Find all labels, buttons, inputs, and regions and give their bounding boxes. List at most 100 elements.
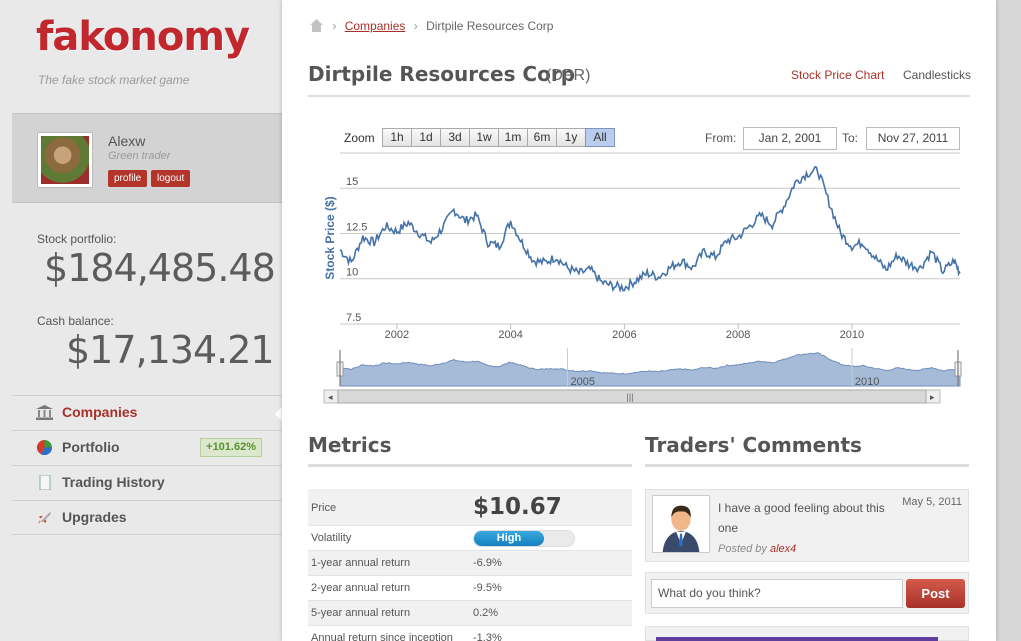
divider: [308, 464, 632, 467]
logout-button[interactable]: logout: [151, 170, 191, 187]
scroll-left-icon: ◂: [328, 392, 333, 402]
comment-date: May 5, 2011: [902, 496, 962, 508]
metric-label: Volatility: [311, 532, 352, 544]
comment-author-link[interactable]: alex4: [769, 543, 797, 555]
x-tick-label: 2002: [385, 329, 409, 341]
main-panel: › Companies › Dirtpile Resources Corp Di…: [282, 0, 996, 641]
zoom-3d-button[interactable]: 3d: [440, 128, 470, 147]
metric-label: 1-year annual return: [311, 557, 411, 569]
pie-chart-icon: [36, 440, 53, 455]
comment-text: I have a good feeling about this one: [718, 501, 885, 535]
cash-balance-value: $17,134.21: [66, 328, 275, 372]
comments-title: Traders' Comments: [645, 433, 862, 457]
tab-stock-price-chart[interactable]: Stock Price Chart: [791, 68, 885, 82]
user-rank: Green trader: [108, 150, 171, 162]
comment-item: [645, 626, 969, 641]
metric-value: -9.5%: [473, 582, 502, 594]
page-title: Dirtpile Resources Corp: [308, 62, 576, 86]
y-tick-label: 12.5: [346, 221, 367, 233]
metric-label: 2-year annual return: [311, 582, 411, 594]
from-date-input[interactable]: Jan 2, 2001: [743, 127, 837, 150]
metric-label: 5-year annual return: [311, 607, 411, 619]
scrollbar-grip-icon: |||: [626, 392, 633, 402]
volatility-fill: High: [474, 531, 544, 546]
rocket-icon: [37, 510, 52, 525]
metric-value: -6.9%: [473, 557, 502, 569]
avatar[interactable]: [37, 132, 93, 188]
metric-row: Annual return since inception -1.3%: [308, 626, 632, 641]
to-label: To:: [842, 131, 859, 145]
zoom-1d-button[interactable]: 1d: [411, 128, 441, 147]
zoom-6m-button[interactable]: 6m: [527, 128, 557, 147]
nav-label: Portfolio: [62, 439, 120, 455]
volatility-meter: High: [473, 530, 575, 547]
navigator-label: 2010: [855, 376, 879, 388]
post-button[interactable]: Post: [906, 579, 965, 608]
main-nav: Companies Portfolio +101.62% Trading His…: [12, 395, 283, 535]
metric-row: 1-year annual return -6.9%: [308, 551, 632, 576]
zoom-All-button[interactable]: All: [585, 128, 615, 147]
metric-label: Price: [311, 502, 337, 514]
zoom-1m-button[interactable]: 1m: [498, 128, 528, 147]
bank-icon: [36, 405, 53, 420]
profile-button[interactable]: profile: [108, 170, 148, 187]
nav-item-portfolio[interactable]: Portfolio +101.62%: [12, 430, 282, 465]
logo[interactable]: fakonomy: [36, 14, 250, 60]
nav-item-trading-history[interactable]: Trading History: [12, 465, 282, 500]
breadcrumb-current: Dirtpile Resources Corp: [426, 18, 554, 33]
username: Alexw: [108, 133, 146, 149]
x-tick-label: 2006: [612, 329, 636, 341]
comment-byline: Posted by alex4: [718, 543, 796, 555]
metric-row-volatility: Volatility High: [308, 526, 632, 551]
navigator-label: 2005: [571, 376, 595, 388]
metric-label: Annual return since inception: [311, 632, 453, 641]
zoom-1w-button[interactable]: 1w: [469, 128, 499, 147]
zoom-1h-button[interactable]: 1h: [382, 128, 412, 147]
sidebar: fakonomy The fake stock market game Alex…: [0, 0, 283, 641]
breadcrumb-companies-link[interactable]: Companies: [344, 18, 406, 33]
nav-label: Upgrades: [62, 509, 127, 525]
x-tick-label: 2010: [840, 329, 864, 341]
navigator-area: [339, 352, 961, 387]
from-label: From:: [705, 131, 737, 145]
ticker-symbol: (DPR): [546, 67, 591, 84]
comment-item: I have a good feeling about this one May…: [645, 489, 969, 562]
advertisement-banner: [656, 637, 938, 641]
to-date-input[interactable]: Nov 27, 2011: [866, 127, 960, 150]
nav-item-companies[interactable]: Companies: [12, 395, 283, 430]
divider: [308, 95, 970, 97]
metric-value: -1.3%: [473, 632, 502, 641]
nav-label: Companies: [62, 404, 138, 420]
trader-avatar-icon: [652, 495, 710, 553]
nav-item-upgrades[interactable]: Upgrades: [12, 500, 282, 535]
divider: [645, 464, 969, 467]
posted-by-label: Posted by: [718, 543, 767, 555]
metric-row-price: Price $10.67: [308, 489, 632, 526]
price-value: $10.67: [473, 494, 562, 520]
x-tick-label: 2008: [726, 329, 750, 341]
x-tick-label: 2004: [498, 329, 522, 341]
y-axis-title: Stock Price ($): [323, 196, 337, 279]
scroll-right-icon: ▸: [930, 392, 935, 402]
stock-price-chart[interactable]: 7.5 10 12.5 15 2002 2004 2006 2008 2010 Stock Pri…: [322, 150, 962, 406]
tagline: The fake stock market game: [38, 73, 190, 87]
y-tick-label: 7.5: [346, 312, 361, 324]
tab-candlesticks[interactable]: Candlesticks: [903, 68, 972, 82]
metric-value: 0.2%: [473, 607, 499, 619]
zoom-1y-button[interactable]: 1y: [556, 128, 586, 147]
y-tick-label: 10: [346, 267, 358, 279]
breadcrumb-separator: ›: [332, 18, 337, 33]
stock-portfolio-value: $184,485.48: [44, 246, 276, 290]
zoom-label: Zoom: [344, 131, 375, 145]
document-icon: [39, 475, 51, 490]
nav-label: Trading History: [62, 474, 165, 490]
scrollbar-thumb[interactable]: [337, 389, 927, 404]
breadcrumb: › Companies › Dirtpile Resources Corp: [309, 18, 553, 33]
cash-balance-label: Cash balance:: [37, 314, 114, 328]
home-icon[interactable]: [309, 18, 324, 33]
comment-form: What do you think? Post: [645, 572, 969, 614]
metric-row: 5-year annual return 0.2%: [308, 601, 632, 626]
metrics-table: Price $10.67 Volatility High 1-year annu…: [308, 489, 632, 641]
comment-input[interactable]: What do you think?: [651, 579, 903, 608]
price-series-line: [339, 165, 961, 293]
